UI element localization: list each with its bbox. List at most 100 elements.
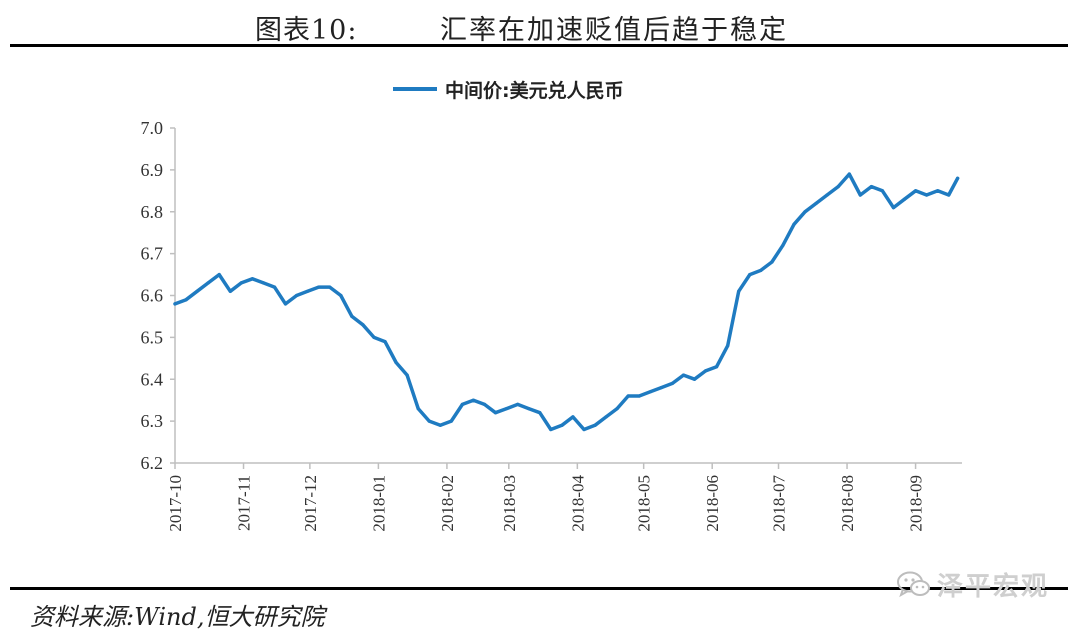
source-note: 资料来源:Wind,恒大研究院 [30,603,325,631]
figure-label: 图表10: [255,15,358,46]
data-point [814,201,818,205]
x-tick-label: 2018-08 [838,475,857,532]
data-point [206,281,210,285]
data-point [582,427,586,432]
data-point [505,407,509,411]
data-point [560,423,564,427]
data-point [328,285,332,289]
data-point [781,243,785,247]
data-point [759,268,763,272]
data-point [184,298,188,302]
x-tick-label: 2017-12 [301,475,320,532]
y-tick-label: 6.9 [141,160,164,180]
y-tick-label: 6.6 [141,286,164,306]
data-point [670,381,675,385]
data-point [394,360,398,365]
data-point [880,189,885,193]
data-point [239,281,243,285]
data-point [416,407,420,411]
data-point [449,419,453,423]
data-point [681,373,686,377]
x-tick-label: 2018-09 [907,475,926,532]
data-point [737,289,741,293]
data-point [936,189,940,193]
data-point [427,419,431,423]
data-point [803,210,807,214]
data-point [925,193,929,197]
data-point [604,415,608,419]
data-point [571,415,575,419]
data-point [283,302,288,306]
y-tick-label: 6.8 [141,202,164,222]
data-point [847,172,851,176]
data-point [317,285,321,289]
data-point [792,222,796,226]
y-tick-label: 7.0 [141,118,164,138]
x-tick-label: 2018-03 [500,475,519,532]
y-tick-label: 6.2 [141,453,164,473]
data-point [615,407,619,411]
data-point [891,206,896,210]
data-point [914,189,918,193]
x-tick-label: 2018-04 [568,475,587,532]
header-rule [10,44,1068,47]
data-point [726,344,730,348]
data-point [527,407,531,411]
y-tick-label: 6.5 [141,327,164,347]
legend-swatch [393,87,437,91]
data-point [704,369,708,373]
data-point [217,273,221,277]
data-point [659,386,663,390]
data-point [516,402,520,406]
data-point [272,285,277,289]
data-point [692,377,697,381]
data-point [438,423,442,427]
chart-legend: 中间价:美元兑人民币 [393,74,624,104]
x-tick-label: 2018-02 [438,475,457,532]
data-point [626,394,630,398]
data-point [869,185,874,189]
x-tick-label: 2017-10 [166,475,185,532]
x-tick-label: 2018-01 [369,475,388,532]
brand-name: 泽平宏观 [937,572,1050,602]
series-line [173,172,960,432]
data-point [858,193,862,197]
data-point [250,277,254,281]
data-point [947,193,951,197]
y-tick-label: 6.7 [141,244,164,264]
data-point [836,185,840,189]
data-point [549,427,553,432]
data-point [295,293,299,298]
wechat-icon [897,571,930,597]
data-point [405,373,409,377]
data-point [593,423,597,427]
data-point [482,402,487,406]
x-tick-label: 2018-05 [635,475,654,532]
data-point [715,365,719,369]
data-point [956,176,960,180]
data-point [748,273,752,277]
y-tick-label: 6.4 [141,369,164,389]
data-point [460,402,464,406]
data-point [471,398,475,402]
x-tick-label: 2018-07 [770,475,789,532]
figure-title: 汇率在加速贬值后趋于稳定 [440,15,788,46]
data-point [339,293,343,298]
data-point [261,281,265,285]
data-point [648,390,652,394]
brand-watermark: 泽平宏观 [897,566,1049,603]
line-chart: 6.2 6.3 6.4 6.5 6.6 6.7 6.8 6.9 7.0 2017-10 2017-1… [141,118,962,532]
data-point [770,260,774,264]
legend-label: 中间价:美元兑人民币 [445,79,624,102]
data-point [902,197,907,201]
data-point [825,193,829,197]
data-point [538,411,542,415]
data-point [372,335,376,339]
data-point [306,289,310,293]
data-point [195,289,199,293]
figure-header: 图表10: 汇率在加速贬值后趋于稳定 [0,6,1080,46]
data-point [361,323,365,327]
y-tick-label: 6.3 [141,411,164,431]
data-point [493,411,498,415]
data-point [383,340,387,344]
